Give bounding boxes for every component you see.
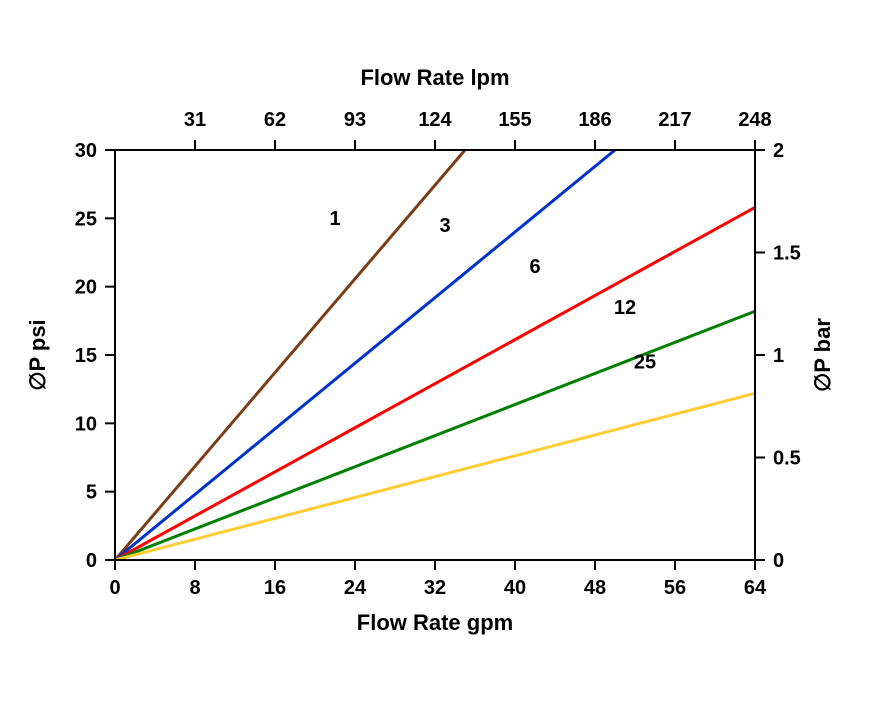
x-bottom-title: Flow Rate gpm bbox=[357, 610, 513, 635]
series-label-12: 12 bbox=[614, 297, 636, 319]
x-top-tick-label: 93 bbox=[344, 109, 366, 131]
y-left-tick-label: 25 bbox=[75, 208, 97, 230]
x-top-tick-label: 217 bbox=[658, 109, 691, 131]
x-bottom-tick-label: 56 bbox=[664, 577, 686, 599]
y-right-tick-label: 2 bbox=[773, 140, 784, 162]
x-bottom-tick-label: 64 bbox=[744, 577, 767, 599]
series-label-25: 25 bbox=[634, 352, 656, 374]
y-right-tick-label: 0.5 bbox=[773, 448, 801, 470]
y-left-tick-label: 15 bbox=[75, 345, 97, 367]
x-bottom-tick-label: 0 bbox=[109, 577, 120, 599]
x-top-tick-label: 248 bbox=[738, 109, 771, 131]
chart-svg: 0816243240485664Flow Rate gpm31629312415… bbox=[0, 0, 882, 702]
x-top-tick-label: 62 bbox=[264, 109, 286, 131]
y-right-tick-label: 1 bbox=[773, 345, 784, 367]
x-top-tick-label: 124 bbox=[418, 109, 452, 131]
x-top-tick-label: 31 bbox=[184, 109, 206, 131]
x-bottom-tick-label: 16 bbox=[264, 577, 286, 599]
x-bottom-tick-label: 40 bbox=[504, 577, 526, 599]
y-left-tick-label: 5 bbox=[86, 482, 97, 504]
series-label-1: 1 bbox=[329, 208, 340, 230]
x-bottom-tick-label: 32 bbox=[424, 577, 446, 599]
x-bottom-tick-label: 8 bbox=[189, 577, 200, 599]
y-left-title: ∅P psi bbox=[25, 319, 50, 390]
x-top-tick-label: 155 bbox=[498, 109, 531, 131]
x-top-title: Flow Rate lpm bbox=[360, 65, 509, 90]
y-left-tick-label: 30 bbox=[75, 140, 97, 162]
series-label-3: 3 bbox=[439, 215, 450, 237]
x-bottom-tick-label: 24 bbox=[344, 577, 367, 599]
y-left-tick-label: 0 bbox=[86, 550, 97, 572]
y-left-tick-label: 20 bbox=[75, 277, 97, 299]
pressure-drop-chart: 0816243240485664Flow Rate gpm31629312415… bbox=[0, 0, 882, 702]
y-right-tick-label: 1.5 bbox=[773, 243, 801, 265]
x-top-tick-label: 186 bbox=[578, 109, 611, 131]
y-left-tick-label: 10 bbox=[75, 413, 97, 435]
series-label-6: 6 bbox=[529, 256, 540, 278]
y-right-tick-label: 0 bbox=[773, 550, 784, 572]
x-bottom-tick-label: 48 bbox=[584, 577, 606, 599]
y-right-title: ∅P bar bbox=[810, 318, 835, 392]
